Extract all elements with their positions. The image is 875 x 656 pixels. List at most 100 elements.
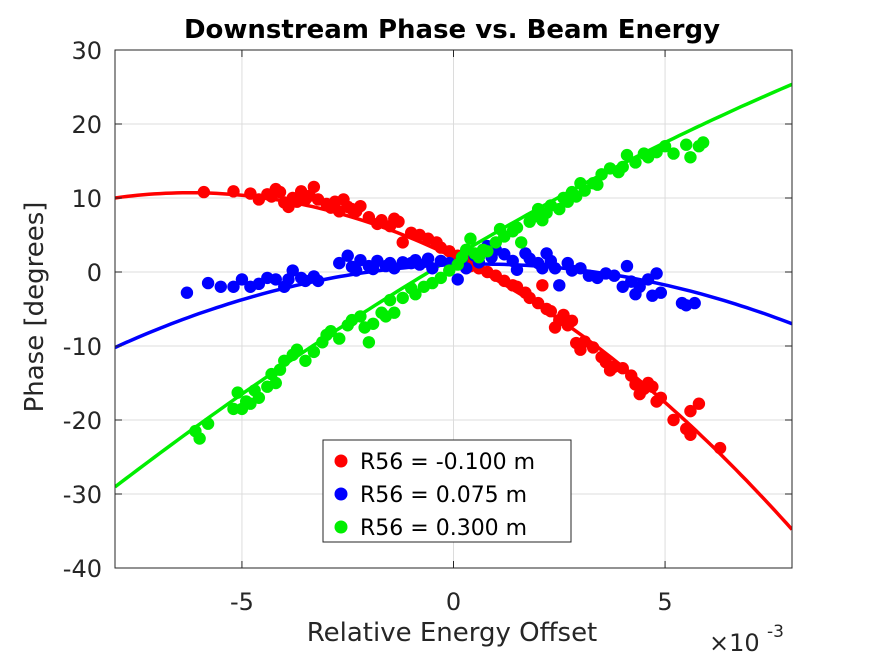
x-multiplier-base: ×10 (709, 629, 760, 656)
data-point (362, 211, 376, 224)
y-tick-label: -20 (63, 407, 102, 435)
data-point (586, 341, 600, 354)
data-point (515, 236, 528, 249)
data-point (197, 185, 211, 199)
data-point (578, 184, 591, 197)
data-point (510, 263, 524, 276)
data-point (667, 413, 680, 427)
data-point (307, 180, 321, 194)
data-point (426, 262, 439, 275)
legend-entry: R56 = -0.100 m (360, 450, 535, 475)
data-point (620, 259, 634, 273)
data-point (464, 232, 477, 245)
data-point (696, 136, 710, 149)
x-axis-multiplier: ×10 -3 (709, 622, 784, 656)
data-point (684, 151, 697, 164)
data-point (392, 215, 405, 228)
data-point (434, 271, 448, 285)
axis-ticks: -5 0 5 30 20 10 0 -10 -20 -30 -40 (63, 37, 792, 616)
data-point (553, 279, 566, 292)
data-point (616, 362, 629, 375)
data-point (269, 376, 282, 390)
data-point (214, 280, 227, 293)
data-point (633, 280, 646, 293)
x-tick-label: -5 (230, 588, 254, 616)
data-point (650, 267, 663, 280)
y-tick-label: 30 (71, 37, 102, 65)
data-point (574, 262, 587, 275)
y-tick-label: 0 (87, 259, 102, 287)
data-point (396, 291, 409, 305)
data-point (536, 262, 549, 275)
data-point (713, 441, 727, 455)
data-point (654, 286, 668, 299)
data-point (341, 249, 354, 262)
data-point (235, 273, 249, 286)
data-point (553, 202, 566, 216)
data-point (307, 345, 321, 359)
data-point (667, 147, 680, 160)
data-point (409, 288, 422, 301)
data-point (383, 293, 397, 307)
data-point (548, 262, 562, 275)
data-point (201, 417, 215, 430)
data-point (629, 156, 642, 169)
legend-box (322, 439, 572, 543)
data-point (396, 236, 409, 249)
data-point (421, 252, 435, 265)
data-point (366, 317, 380, 330)
data-point (591, 178, 604, 191)
data-point (510, 221, 524, 234)
x-axis-label: Relative Energy Offset (307, 618, 598, 648)
data-point (536, 279, 549, 292)
legend-marker (334, 487, 348, 501)
chart-title: Downstream Phase vs. Beam Energy (184, 15, 720, 45)
data-point (231, 386, 244, 399)
data-point (269, 273, 282, 286)
data-point (227, 280, 240, 293)
data-point (290, 343, 304, 356)
data-point (565, 314, 579, 328)
data-point (654, 391, 668, 404)
data-point (481, 245, 494, 258)
data-point (286, 264, 299, 277)
y-tick-label: -30 (63, 481, 102, 509)
data-point (620, 148, 634, 162)
y-tick-label: 20 (71, 111, 102, 139)
data-point (349, 264, 363, 277)
data-point (608, 269, 621, 282)
legend: R56 = -0.100 m R56 = 0.075 m R56 = 0.300 m (322, 439, 572, 543)
data-points (180, 136, 727, 455)
legend-marker (334, 520, 348, 534)
data-point (180, 286, 194, 299)
data-point (646, 380, 659, 393)
data-point (324, 325, 337, 338)
x-tick-label: 0 (446, 588, 461, 616)
data-point (684, 428, 697, 441)
data-point (658, 140, 672, 153)
data-point (354, 199, 367, 213)
data-point (684, 404, 697, 418)
data-point (273, 185, 287, 199)
y-tick-label: 10 (71, 185, 102, 213)
data-point (544, 305, 558, 318)
data-point (201, 276, 215, 290)
y-tick-label: -10 (63, 333, 102, 361)
data-point (692, 397, 706, 410)
data-point (362, 336, 376, 349)
x-tick-label: 5 (657, 588, 672, 616)
y-tick-label: -40 (63, 555, 102, 583)
data-point (299, 354, 312, 367)
data-point (227, 185, 240, 198)
y-axis-label: Phase [degrees] (20, 202, 50, 413)
legend-marker (334, 454, 348, 468)
data-point (354, 310, 367, 323)
data-point (311, 274, 325, 288)
x-multiplier-exponent: -3 (767, 622, 784, 642)
legend-entry: R56 = 0.075 m (360, 483, 527, 508)
data-point (193, 432, 206, 445)
legend-entry: R56 = 0.300 m (360, 516, 527, 541)
data-point (333, 256, 346, 270)
data-point (616, 160, 629, 174)
